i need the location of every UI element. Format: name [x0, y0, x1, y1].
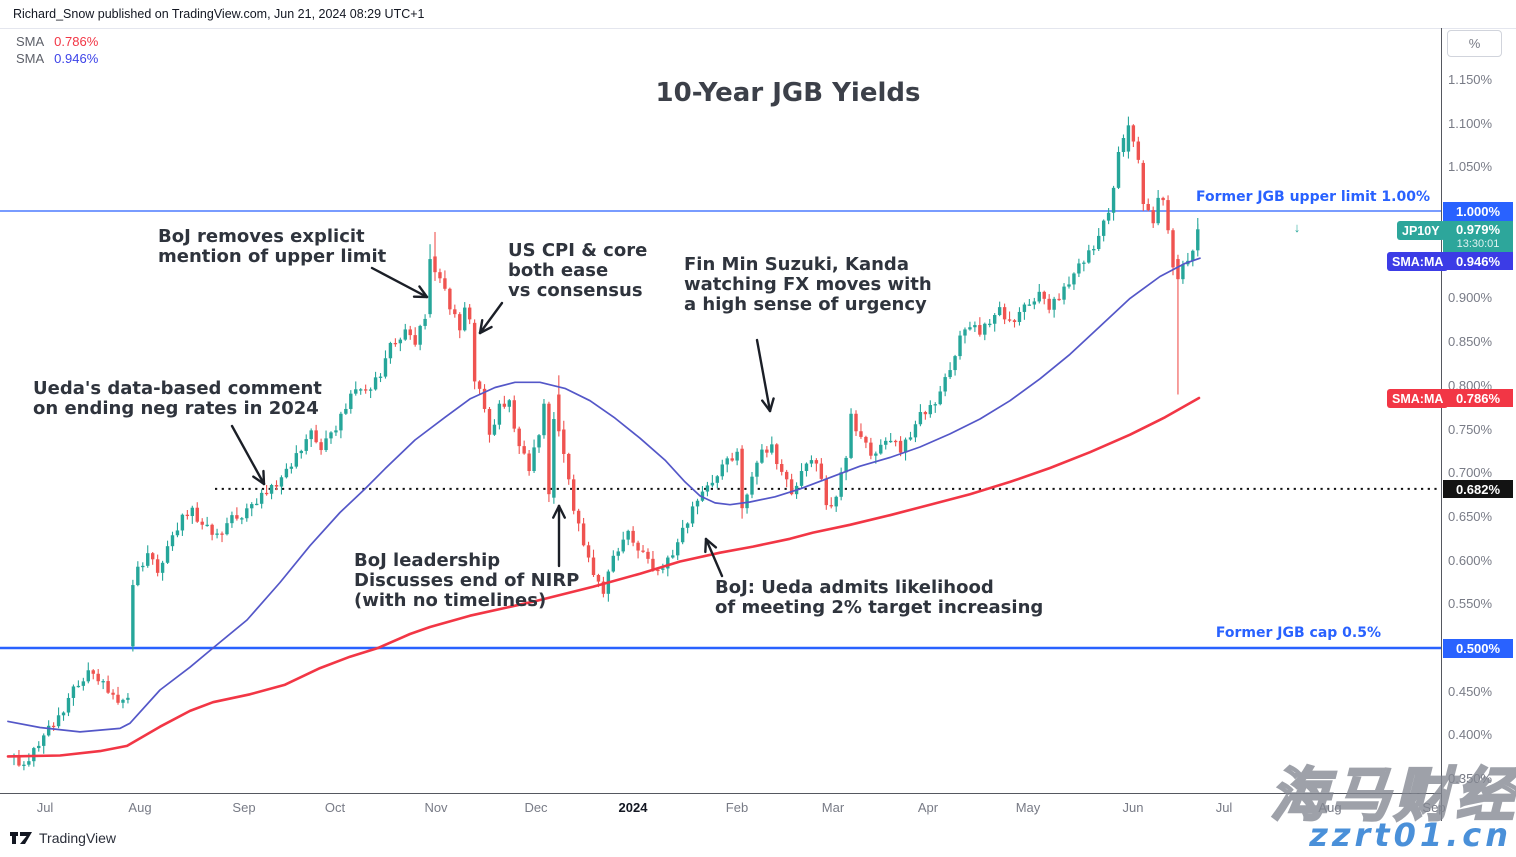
- price-tick: 0.450%: [1448, 683, 1493, 699]
- price-tick: 1.150%: [1448, 71, 1493, 87]
- annotation-boj-leadership[interactable]: BoJ leadership Discusses end of NIRP (wi…: [354, 550, 580, 611]
- legend-sma-slow[interactable]: SMA 0.946%: [16, 50, 98, 67]
- time-tick-month: Sep: [232, 800, 256, 815]
- time-tick-month: Aug: [1318, 800, 1342, 815]
- time-tick-month: May: [1015, 800, 1041, 815]
- time-tick-month: Nov: [424, 800, 448, 815]
- price-tick: 0.900%: [1448, 290, 1493, 306]
- sma-fast-tag: SMA:MA: [1387, 389, 1449, 408]
- price-tick: 0.850%: [1448, 334, 1493, 350]
- sma-slow-tag: SMA:MA: [1387, 252, 1449, 271]
- legend-sma-slow-label: SMA: [16, 51, 45, 66]
- annotation-ueda-comment[interactable]: Ueda's data-based comment on ending neg …: [33, 378, 322, 419]
- last-price-label: 0.979% 13:30:01: [1443, 221, 1513, 253]
- last-price-value: 0.979%: [1455, 222, 1501, 237]
- annotation-us-cpi[interactable]: US CPI & core both ease vs consensus: [508, 240, 648, 301]
- price-tick: 1.100%: [1448, 115, 1493, 131]
- indicator-legend: SMA 0.786% SMA 0.946%: [16, 33, 98, 67]
- watermark-chinese: 海马财经: [1269, 760, 1516, 831]
- tradingview-logo-icon: [10, 832, 32, 844]
- arrow-us-cpi[interactable]: [478, 301, 504, 335]
- down-arrow-marker: ↓: [1195, 219, 1202, 234]
- time-tick-month: Jun: [1122, 800, 1144, 815]
- arrow-ueda-comment[interactable]: [230, 424, 266, 486]
- sma-fast-price-label: 0.786%: [1443, 389, 1513, 407]
- upper-limit-price-label: 1.000%: [1443, 202, 1513, 221]
- tradingview-brand-text: TradingView: [39, 830, 117, 846]
- time-tick-month: Jul: [1215, 800, 1233, 815]
- header-divider: [0, 28, 1516, 29]
- price-tick: 0.550%: [1448, 596, 1493, 612]
- sma_fast-line[interactable]: [6, 396, 1201, 758]
- percent-scale-button[interactable]: %: [1447, 30, 1502, 57]
- arrow-boj-ueda[interactable]: [704, 537, 724, 578]
- arrow-boj-removes[interactable]: [370, 266, 429, 299]
- time-tick-month: Mar: [821, 800, 845, 815]
- down-arrow-marker: ↓: [1294, 220, 1301, 235]
- byline: Richard_Snow published on TradingView.co…: [13, 7, 425, 21]
- price-tick: 0.750%: [1448, 421, 1493, 437]
- candlestick-series: [12, 116, 1200, 771]
- price-tick: 0.700%: [1448, 465, 1493, 481]
- time-tick-month: Sep: [1422, 800, 1446, 815]
- sma-slow-price-label: 0.946%: [1443, 252, 1513, 270]
- label-former-cap[interactable]: Former JGB cap 0.5%: [1215, 625, 1381, 641]
- price-tick: 0.650%: [1448, 508, 1493, 524]
- legend-sma-fast-label: SMA: [16, 34, 45, 49]
- arrow-boj-leadership[interactable]: [552, 504, 566, 568]
- annotation-boj-removes[interactable]: BoJ removes explicit mention of upper li…: [158, 226, 387, 267]
- arrow-fin-min[interactable]: [755, 338, 775, 413]
- annotation-fin-min[interactable]: Fin Min Suzuki, Kanda watching FX moves …: [684, 254, 932, 315]
- tradingview-footer[interactable]: TradingView: [10, 830, 116, 846]
- time-tick-month: Apr: [917, 800, 939, 815]
- symbol-tag-jp10y: JP10Y: [1397, 221, 1445, 240]
- time-tick-year: 2024: [618, 800, 648, 815]
- watermark-url: zzrt01.cn: [1309, 816, 1512, 854]
- legend-sma-slow-value: 0.946%: [54, 51, 99, 66]
- last-price-time: 13:30:01: [1456, 238, 1500, 250]
- sma_slow-line[interactable]: [7, 257, 1201, 733]
- annotation-boj-ueda-admits[interactable]: BoJ: Ueda admits likelihood of meeting 2…: [715, 577, 1044, 618]
- price-tick: 0.350%: [1448, 771, 1493, 787]
- chart-title: 10-Year JGB Yields: [655, 78, 921, 108]
- price-axis-border: [1441, 28, 1442, 821]
- time-tick-month: Jul: [36, 800, 54, 815]
- legend-sma-fast[interactable]: SMA 0.786%: [16, 33, 98, 50]
- label-former-upper-limit[interactable]: Former JGB upper limit 1.00%: [1195, 189, 1430, 205]
- time-tick-month: Aug: [128, 800, 152, 815]
- price-tick: 0.400%: [1448, 727, 1493, 743]
- time-axis-border: [0, 793, 1441, 794]
- cap-price-label: 0.500%: [1443, 639, 1513, 658]
- time-tick-month: Feb: [725, 800, 749, 815]
- price-tick: 1.050%: [1448, 159, 1493, 175]
- time-tick-month: Oct: [324, 800, 346, 815]
- price-tick: 0.600%: [1448, 552, 1493, 568]
- legend-sma-fast-value: 0.786%: [54, 34, 99, 49]
- dotted-level-price-label: 0.682%: [1443, 480, 1513, 498]
- time-tick-month: Dec: [524, 800, 548, 815]
